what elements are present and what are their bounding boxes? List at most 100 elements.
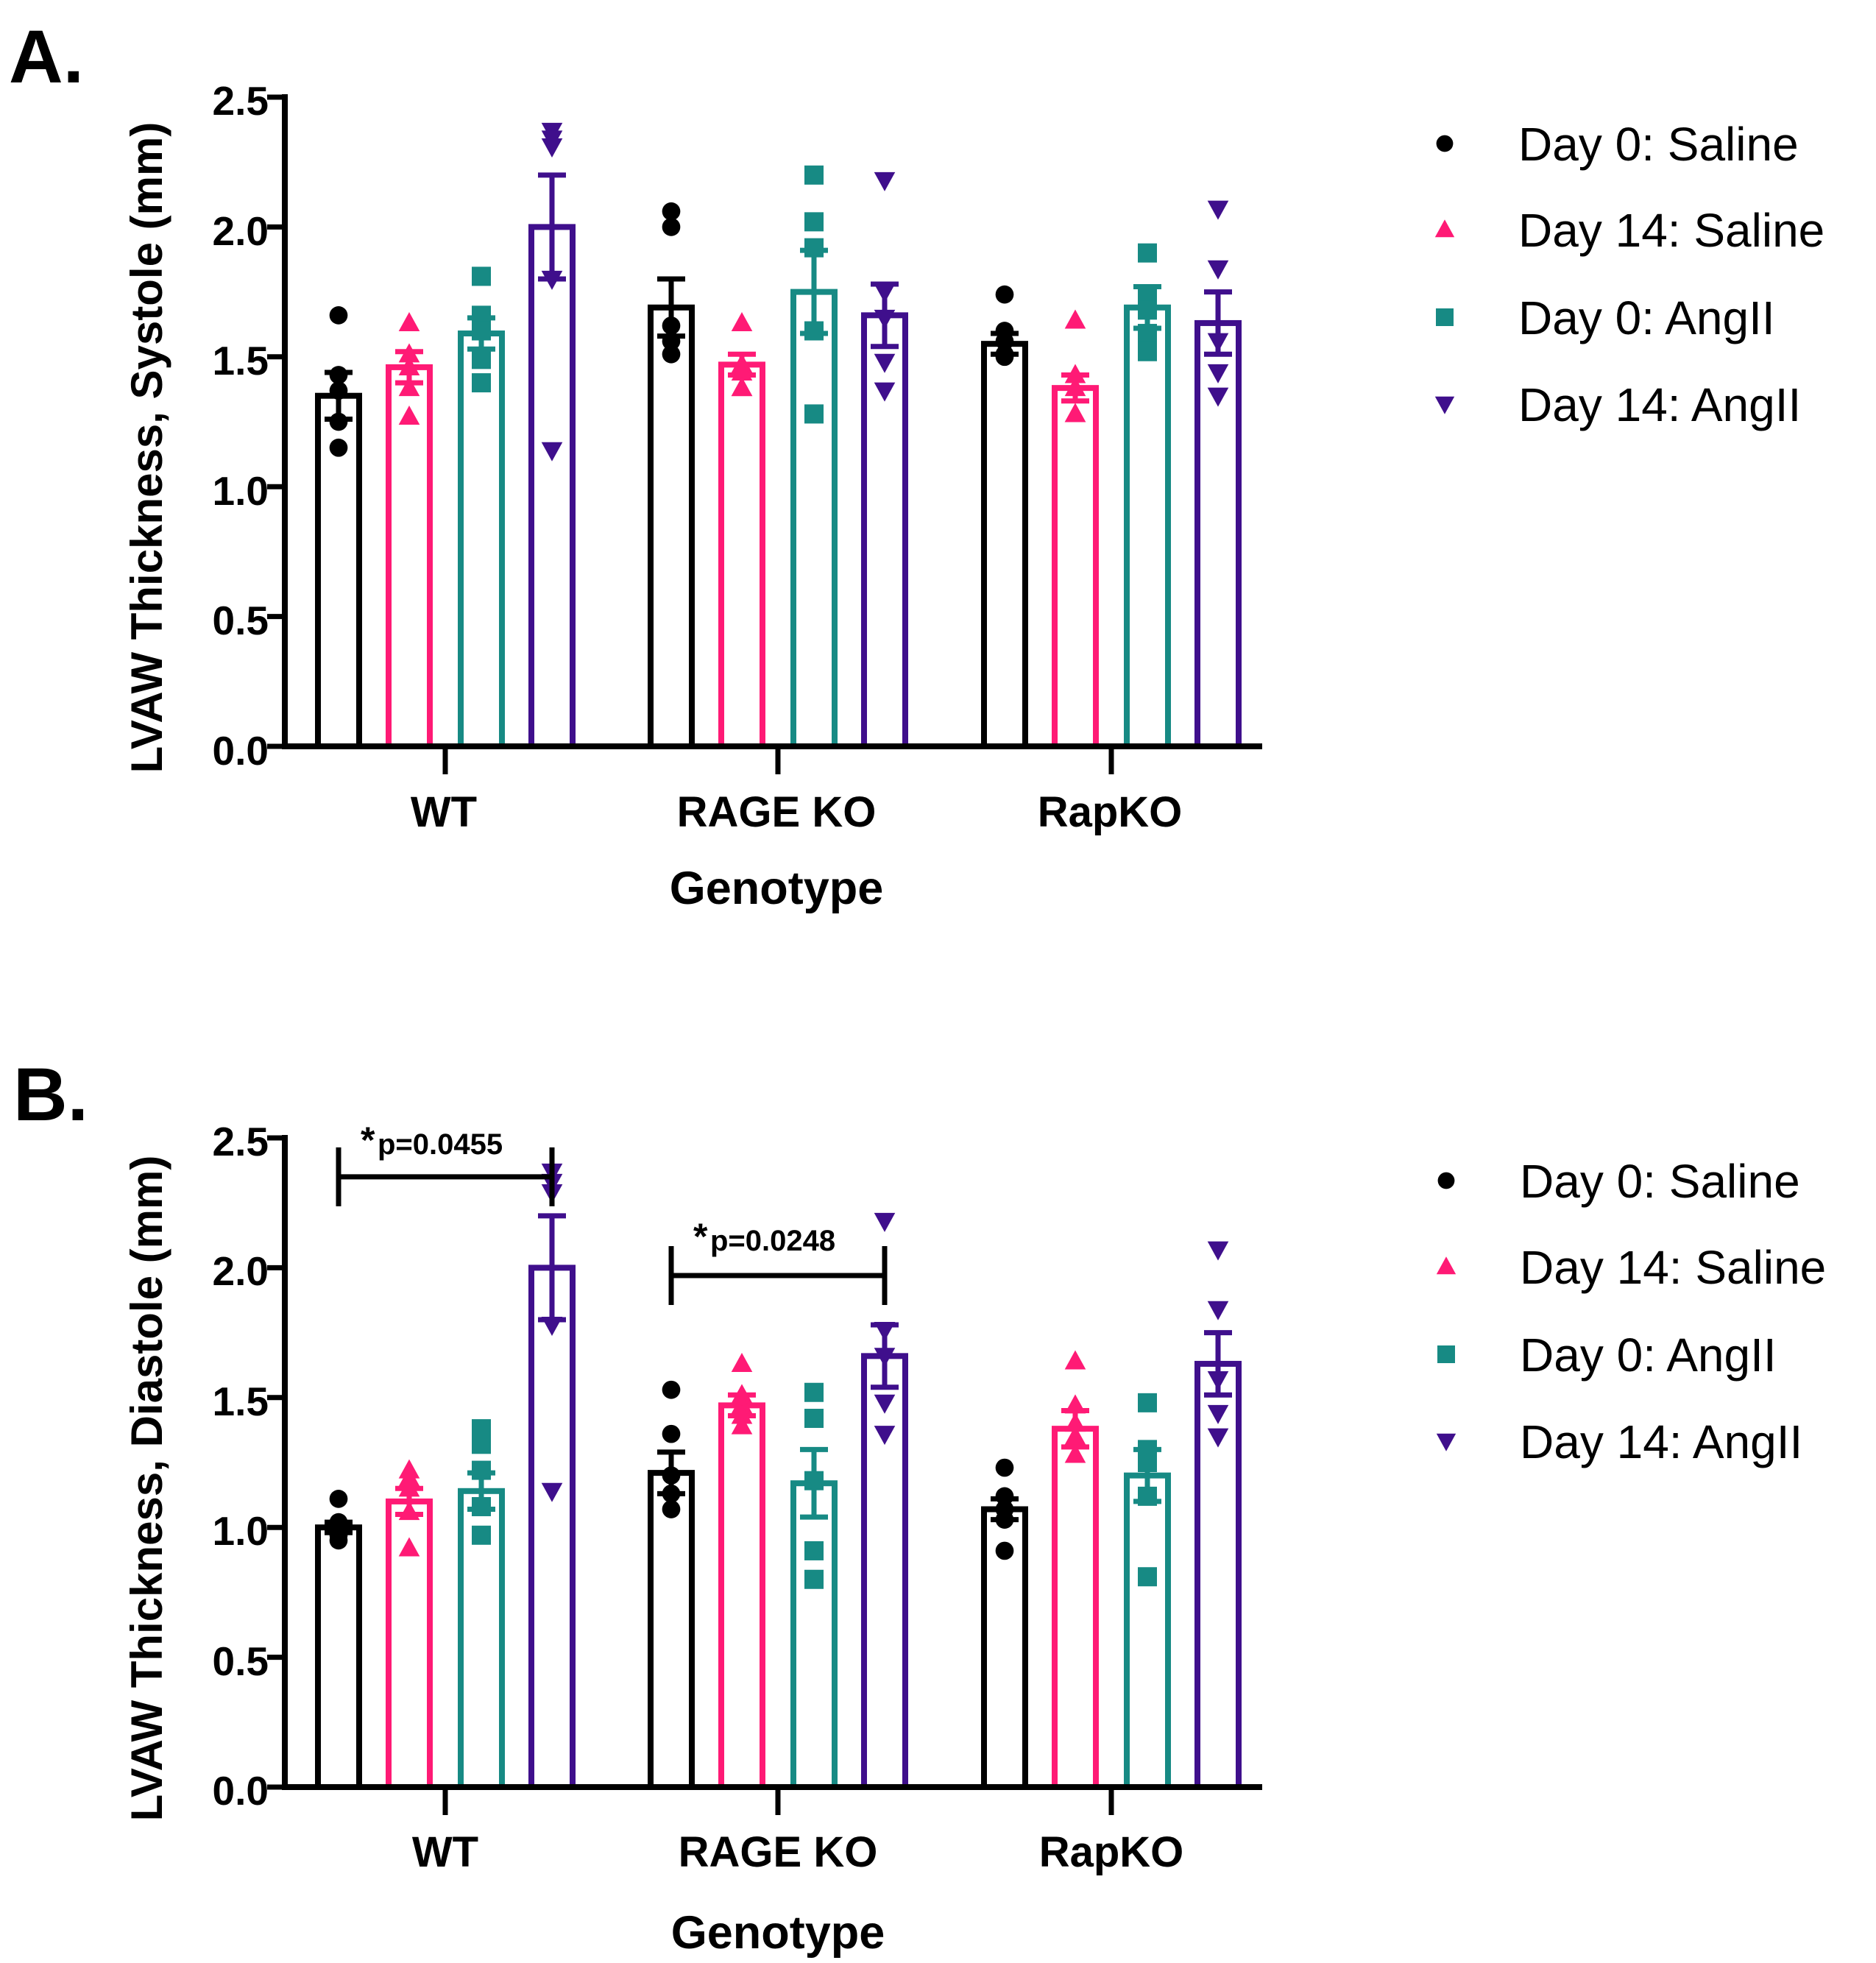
panel-a: A. LVAW Thickness, Systole (mm) Genotype… (9, 15, 1824, 914)
data-point-circle-marker (329, 366, 348, 384)
data-point-triangle-down-marker (1207, 364, 1229, 383)
data-point-square-marker (804, 1569, 824, 1589)
data-point-square-marker (1138, 1486, 1157, 1506)
significance-annotation-wt: * p=0.0455 (361, 1120, 503, 1161)
legend-item-day0-saline: Day 0: Saline (1436, 118, 1799, 171)
data-point-triangle-down-marker (541, 270, 563, 290)
panel-b-y-tick-label: 2.5 (213, 1119, 269, 1164)
data-point-triangle-down-marker (1207, 1404, 1229, 1424)
panel-a-y-tick-label: 0.0 (213, 728, 269, 774)
bar-day0-angii (790, 1480, 838, 1790)
panel-a-legend: Day 0: Saline Day 14: Saline Day 0: AngI… (1434, 118, 1824, 431)
data-point-triangle-down-marker (874, 171, 896, 191)
data-point-circle-marker (329, 438, 348, 457)
panel-b-y-tick-label: 2.0 (213, 1248, 269, 1294)
bar-day14-angii (528, 1265, 576, 1790)
bar-day0-angii (1124, 1472, 1171, 1790)
bar-day0-angii (1124, 304, 1171, 749)
data-point-triangle-up-marker (398, 343, 420, 363)
data-point-triangle-down-marker (874, 1348, 896, 1368)
data-point-triangle-down-marker (1207, 200, 1229, 220)
legend-triangle-up-marker (1436, 1256, 1456, 1275)
panel-b-x-axis-title: Genotype (671, 1907, 885, 1959)
data-point-square-marker (472, 1525, 491, 1545)
data-point-circle-marker (995, 1541, 1014, 1560)
bar-day0-saline (648, 1470, 695, 1791)
data-point-triangle-down-marker (874, 382, 896, 402)
legend-marker-circle (1437, 1172, 1455, 1189)
significance-star: * (693, 1216, 708, 1257)
panel-a-y-tick-label: 1.0 (213, 468, 269, 514)
legend-item-day0-saline: Day 0: Saline (1437, 1155, 1800, 1208)
data-point-triangle-up-marker (1064, 403, 1086, 422)
data-point-triangle-up-marker (731, 1352, 753, 1372)
legend-marker-triangle-down (1436, 1433, 1456, 1451)
data-point-triangle-up-marker (731, 1404, 753, 1424)
legend-item-day0-angii: Day 0: AngII (1437, 1329, 1777, 1382)
bar-day0-angii (790, 289, 838, 750)
data-point-triangle-up-marker (1064, 1350, 1086, 1370)
data-point-triangle-down-marker (541, 442, 563, 461)
legend-label: Day 0: Saline (1520, 1155, 1800, 1208)
data-point-square-marker (804, 1541, 824, 1560)
data-point-triangle-up-marker (398, 1477, 420, 1497)
data-point-triangle-down-marker (1207, 333, 1229, 353)
bar-day0-saline (981, 341, 1028, 750)
legend-label: Day 14: Saline (1518, 204, 1824, 257)
data-point-triangle-down-marker (1207, 1428, 1229, 1448)
legend-marker-triangle-down (1434, 396, 1455, 414)
bar-day14-saline (718, 361, 765, 750)
data-point-triangle-down-marker (541, 1316, 563, 1336)
legend-label: Day 14: Saline (1520, 1241, 1826, 1294)
data-point-triangle-up-marker (731, 1415, 753, 1435)
data-point-triangle-up-marker (1064, 1412, 1086, 1432)
bar-day0-saline (315, 1524, 362, 1790)
data-point-circle-marker (329, 1531, 348, 1550)
data-point-square-marker (1138, 1453, 1157, 1472)
data-point-square-marker (804, 404, 824, 424)
panel-b-y-tick-label: 1.0 (213, 1508, 269, 1554)
data-point-circle-marker (662, 344, 681, 364)
panel-a-category-label: WT (411, 788, 477, 836)
data-point-circle-marker (662, 202, 681, 221)
significance-p-value: p=0.0248 (710, 1225, 835, 1257)
panel-a-y-tick-label: 2.5 (213, 78, 269, 124)
data-point-triangle-up-marker (398, 1467, 420, 1487)
bar-day14-angii (1194, 319, 1242, 750)
bar-day14-saline (1052, 1426, 1099, 1790)
data-point-triangle-up-marker (731, 311, 753, 331)
panel-a-x-axis-title: Genotype (670, 863, 884, 914)
data-point-square-marker (472, 321, 491, 341)
data-point-square-marker (1138, 342, 1157, 361)
bar-day14-angii (861, 1353, 908, 1791)
significance-annotation-rage-ko: * p=0.0248 (693, 1216, 835, 1257)
data-point-circle-marker (995, 347, 1014, 367)
data-point-triangle-down-marker (1207, 1241, 1229, 1261)
data-point-triangle-down-marker (874, 353, 896, 373)
data-point-square-marker (804, 165, 824, 185)
bar-day0-angii (458, 330, 505, 750)
data-point-circle-marker (329, 1490, 348, 1508)
data-point-triangle-up-marker (1064, 1425, 1086, 1445)
data-point-triangle-up-marker (398, 405, 420, 425)
data-point-triangle-up-marker (1064, 309, 1086, 329)
data-point-circle-marker (995, 285, 1014, 304)
data-point-square-marker (472, 350, 491, 369)
panel-a-plot-area (267, 94, 1262, 774)
data-point-triangle-up-marker (398, 1537, 420, 1557)
legend-marker-square (1436, 308, 1454, 326)
legend-triangle-up-marker (1434, 219, 1455, 238)
panel-b-category-label: RapKO (1039, 1828, 1184, 1876)
data-point-triangle-up-marker (1064, 364, 1086, 383)
panel-a-y-axis-title: LVAW Thickness, Systole (mm) (122, 122, 171, 774)
data-point-triangle-down-marker (874, 1212, 896, 1232)
bar-day14-angii (1194, 1360, 1242, 1791)
bar-day0-saline (648, 304, 695, 749)
legend-triangle-down-marker (1436, 1433, 1456, 1451)
legend-label: Day 14: AngII (1518, 378, 1801, 431)
data-point-triangle-down-marker (1207, 1301, 1229, 1320)
legend-triangle-down-marker (1434, 396, 1455, 414)
data-point-triangle-up-marker (1064, 377, 1086, 397)
data-point-triangle-up-marker (398, 1501, 420, 1521)
